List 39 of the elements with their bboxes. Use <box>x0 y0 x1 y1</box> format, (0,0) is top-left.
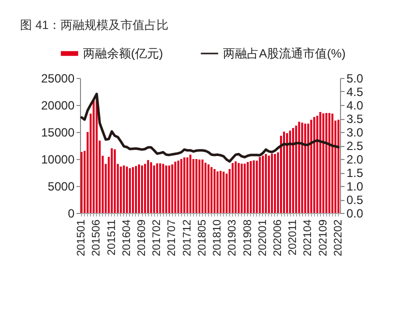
y-tick-label: 0 <box>68 206 75 220</box>
x-tick-label: 201810 <box>212 220 224 256</box>
y-tick-label: 15000 <box>41 126 75 140</box>
x-tick-label: 201511 <box>106 220 118 256</box>
y-tick-label: 20000 <box>41 98 75 112</box>
x-tick-label: 201702 <box>151 220 164 256</box>
y2-tick-label: 3.0 <box>346 126 364 140</box>
x-tick-label: 201609 <box>136 220 148 256</box>
y2-tick-label: 2.0 <box>346 152 364 166</box>
y2-tick-label: 2.5 <box>346 139 364 153</box>
y2-tick-label: 5.0 <box>346 72 364 86</box>
x-tick-label: 201908 <box>242 220 254 256</box>
x-tick-label: 201805 <box>196 220 208 256</box>
y-tick-label: 25000 <box>41 72 75 86</box>
y2-tick-label: 0.5 <box>346 193 364 207</box>
x-tick-label: 202001 <box>256 220 269 256</box>
x-tick-label: 202011 <box>287 220 300 256</box>
x-tick-label: 201604 <box>120 220 133 256</box>
x-tick-label: 201903 <box>226 220 239 256</box>
x-tick-label: 202104 <box>302 220 314 256</box>
line-series <box>80 92 340 163</box>
chart-title: 图 41：两融规模及市值占比 <box>20 18 169 32</box>
x-tick-label: 201506 <box>90 220 103 256</box>
legend-label: 两融余额(亿元) <box>83 46 163 60</box>
y-tick-label: 5000 <box>48 180 75 194</box>
x-tick-label: 201712 <box>181 220 194 256</box>
y2-tick-label: 1.5 <box>346 166 364 180</box>
y-tick-label: 10000 <box>41 152 75 166</box>
x-tick-label: 201707 <box>166 220 178 256</box>
y2-tick-label: 3.5 <box>346 112 364 126</box>
y2-tick-label: 4.5 <box>346 85 364 99</box>
y2-tick-label: 0.0 <box>346 206 364 220</box>
y2-tick-label: 1.0 <box>346 180 364 194</box>
x-tick-label: 201501 <box>76 220 88 256</box>
legend-label: 两融占A股流通市值(%) <box>223 46 346 60</box>
x-tick-label: 202202 <box>332 220 344 256</box>
y2-tick-label: 4.0 <box>346 98 364 112</box>
x-tick-label: 202109 <box>317 220 330 256</box>
x-tick-label: 202006 <box>272 220 284 256</box>
